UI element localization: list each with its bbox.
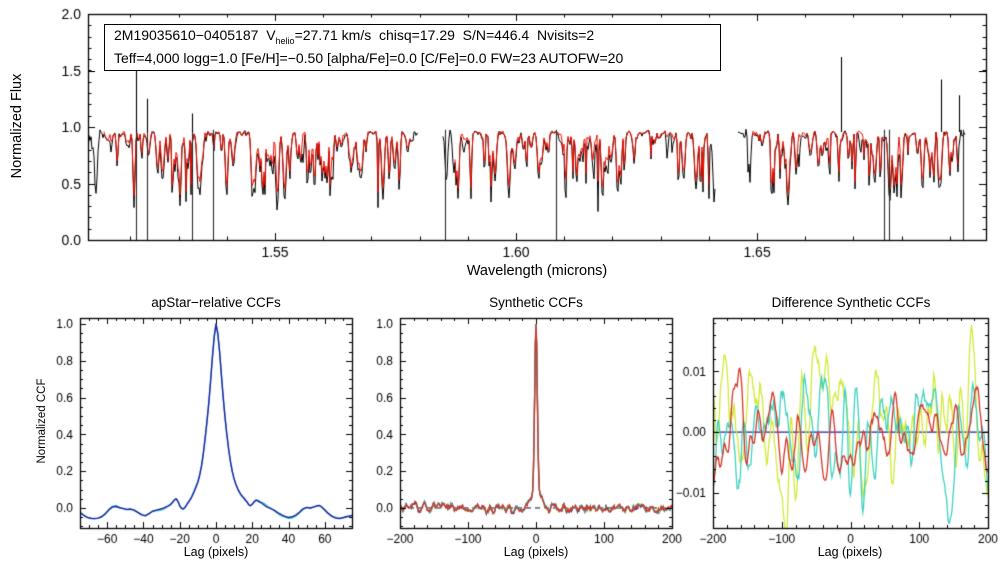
info-line1-subscript: helio [275, 35, 295, 46]
spectrum-xlabel: Wavelength (microns) [466, 263, 608, 279]
apstar-ccf-title: apStar−relative CCFs [151, 295, 281, 310]
info-line1-post: =27.71 km/s chisq=17.29 S/N=446.4 Nvisit… [294, 27, 595, 43]
spectrum-info-line2: Teff=4,000 logg=1.0 [Fe/H]=−0.50 [alpha/… [114, 49, 624, 66]
spectrum-info-box: 2M19035610−0405187 Vhelio=27.71 km/s chi… [104, 24, 721, 71]
synthetic-ccf-title: Synthetic CCFs [489, 295, 583, 310]
apstar-ccf-xlabel: Lag (pixels) [183, 545, 249, 559]
spectrum-ylabel: Normalized Flux [9, 73, 25, 179]
ccf-ylabel: Normalized CCF [36, 378, 48, 464]
spectrum-info-line1: 2M19035610−0405187 Vhelio=27.71 km/s chi… [114, 27, 720, 50]
info-line1-pre: 2M19035610−0405187 V [114, 27, 276, 43]
difference-ccf-title: Difference Synthetic CCFs [771, 295, 931, 310]
synthetic-ccf-xlabel: Lag (pixels) [503, 545, 569, 559]
difference-ccf-xlabel: Lag (pixels) [817, 545, 883, 559]
